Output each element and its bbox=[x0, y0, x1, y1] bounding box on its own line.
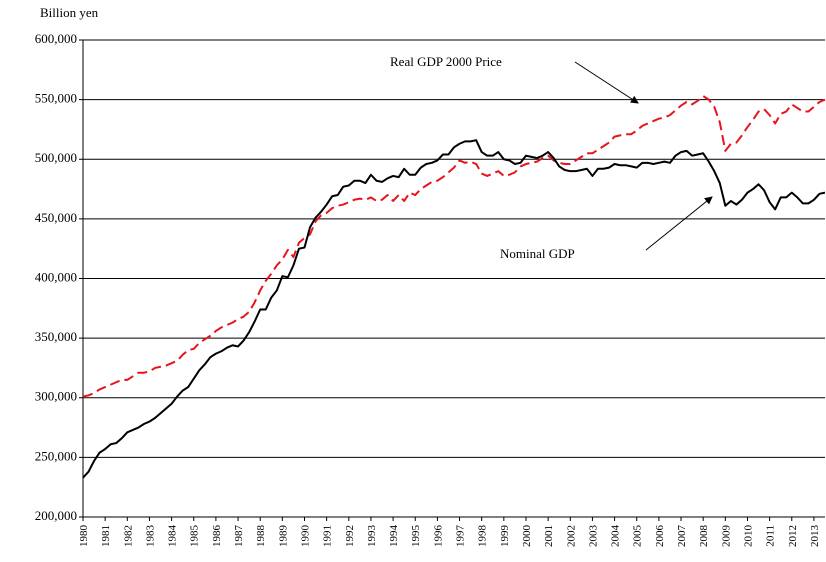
x-tick-label: 1981 bbox=[100, 525, 112, 547]
series-line bbox=[82, 139, 826, 479]
x-tick-label: 2001 bbox=[543, 525, 555, 547]
x-tick-label: 2003 bbox=[587, 525, 599, 548]
x-tick-label: 1990 bbox=[299, 525, 311, 548]
x-tick-label: 1997 bbox=[455, 525, 467, 548]
x-tick-label: 2013 bbox=[809, 525, 821, 548]
x-tick-label: 1999 bbox=[499, 525, 511, 548]
x-tick-label: 2007 bbox=[676, 525, 688, 548]
y-tick-label: 400,000 bbox=[35, 269, 77, 284]
x-tick-label: 2009 bbox=[720, 525, 732, 548]
x-tick-label: 1991 bbox=[322, 525, 334, 547]
y-tick-label: 350,000 bbox=[35, 329, 77, 344]
x-tick-label: 2002 bbox=[565, 525, 577, 547]
series-line bbox=[82, 95, 826, 398]
y-tick-label: 200,000 bbox=[35, 508, 77, 523]
x-tick-label: 1989 bbox=[277, 525, 289, 548]
x-tick-label: 1986 bbox=[211, 525, 223, 548]
annotation-arrow bbox=[574, 61, 639, 104]
x-tick-label: 1998 bbox=[477, 525, 489, 548]
x-tick-label: 1985 bbox=[189, 525, 201, 548]
x-tick-label: 2000 bbox=[521, 525, 533, 548]
x-tick-label: 2012 bbox=[787, 525, 799, 547]
x-tick-label: 2010 bbox=[742, 525, 754, 548]
x-tick-label: 1980 bbox=[78, 525, 90, 548]
x-tick-label: 1992 bbox=[344, 525, 356, 547]
x-tick-label: 2005 bbox=[632, 525, 644, 548]
y-tick-label: 300,000 bbox=[35, 389, 77, 404]
x-tick-label: 1984 bbox=[167, 525, 179, 548]
x-tick-label: 2008 bbox=[698, 525, 710, 548]
annotation-arrow bbox=[645, 196, 713, 251]
x-tick-label: 1994 bbox=[388, 525, 400, 548]
x-tick-label: 1996 bbox=[432, 525, 444, 548]
x-tick-label: 2004 bbox=[610, 525, 622, 548]
x-tick-label: 1983 bbox=[144, 525, 156, 548]
x-tick-label: 2011 bbox=[765, 525, 777, 547]
y-tick-label: 450,000 bbox=[35, 210, 77, 225]
y-tick-label: 550,000 bbox=[35, 91, 77, 106]
y-tick-label: 500,000 bbox=[35, 150, 77, 165]
x-tick-label: 2006 bbox=[654, 525, 666, 548]
x-tick-label: 1987 bbox=[233, 525, 245, 548]
x-tick-label: 1988 bbox=[255, 525, 267, 548]
x-tick-label: 1995 bbox=[410, 525, 422, 548]
y-axis-label: Billion yen bbox=[40, 5, 99, 20]
annotation: Real GDP 2000 Price bbox=[390, 54, 502, 69]
annotation: Nominal GDP bbox=[500, 246, 575, 261]
x-tick-label: 1982 bbox=[122, 525, 134, 547]
y-tick-label: 250,000 bbox=[35, 448, 77, 463]
x-tick-label: 1993 bbox=[366, 525, 378, 548]
y-tick-label: 600,000 bbox=[35, 31, 77, 46]
